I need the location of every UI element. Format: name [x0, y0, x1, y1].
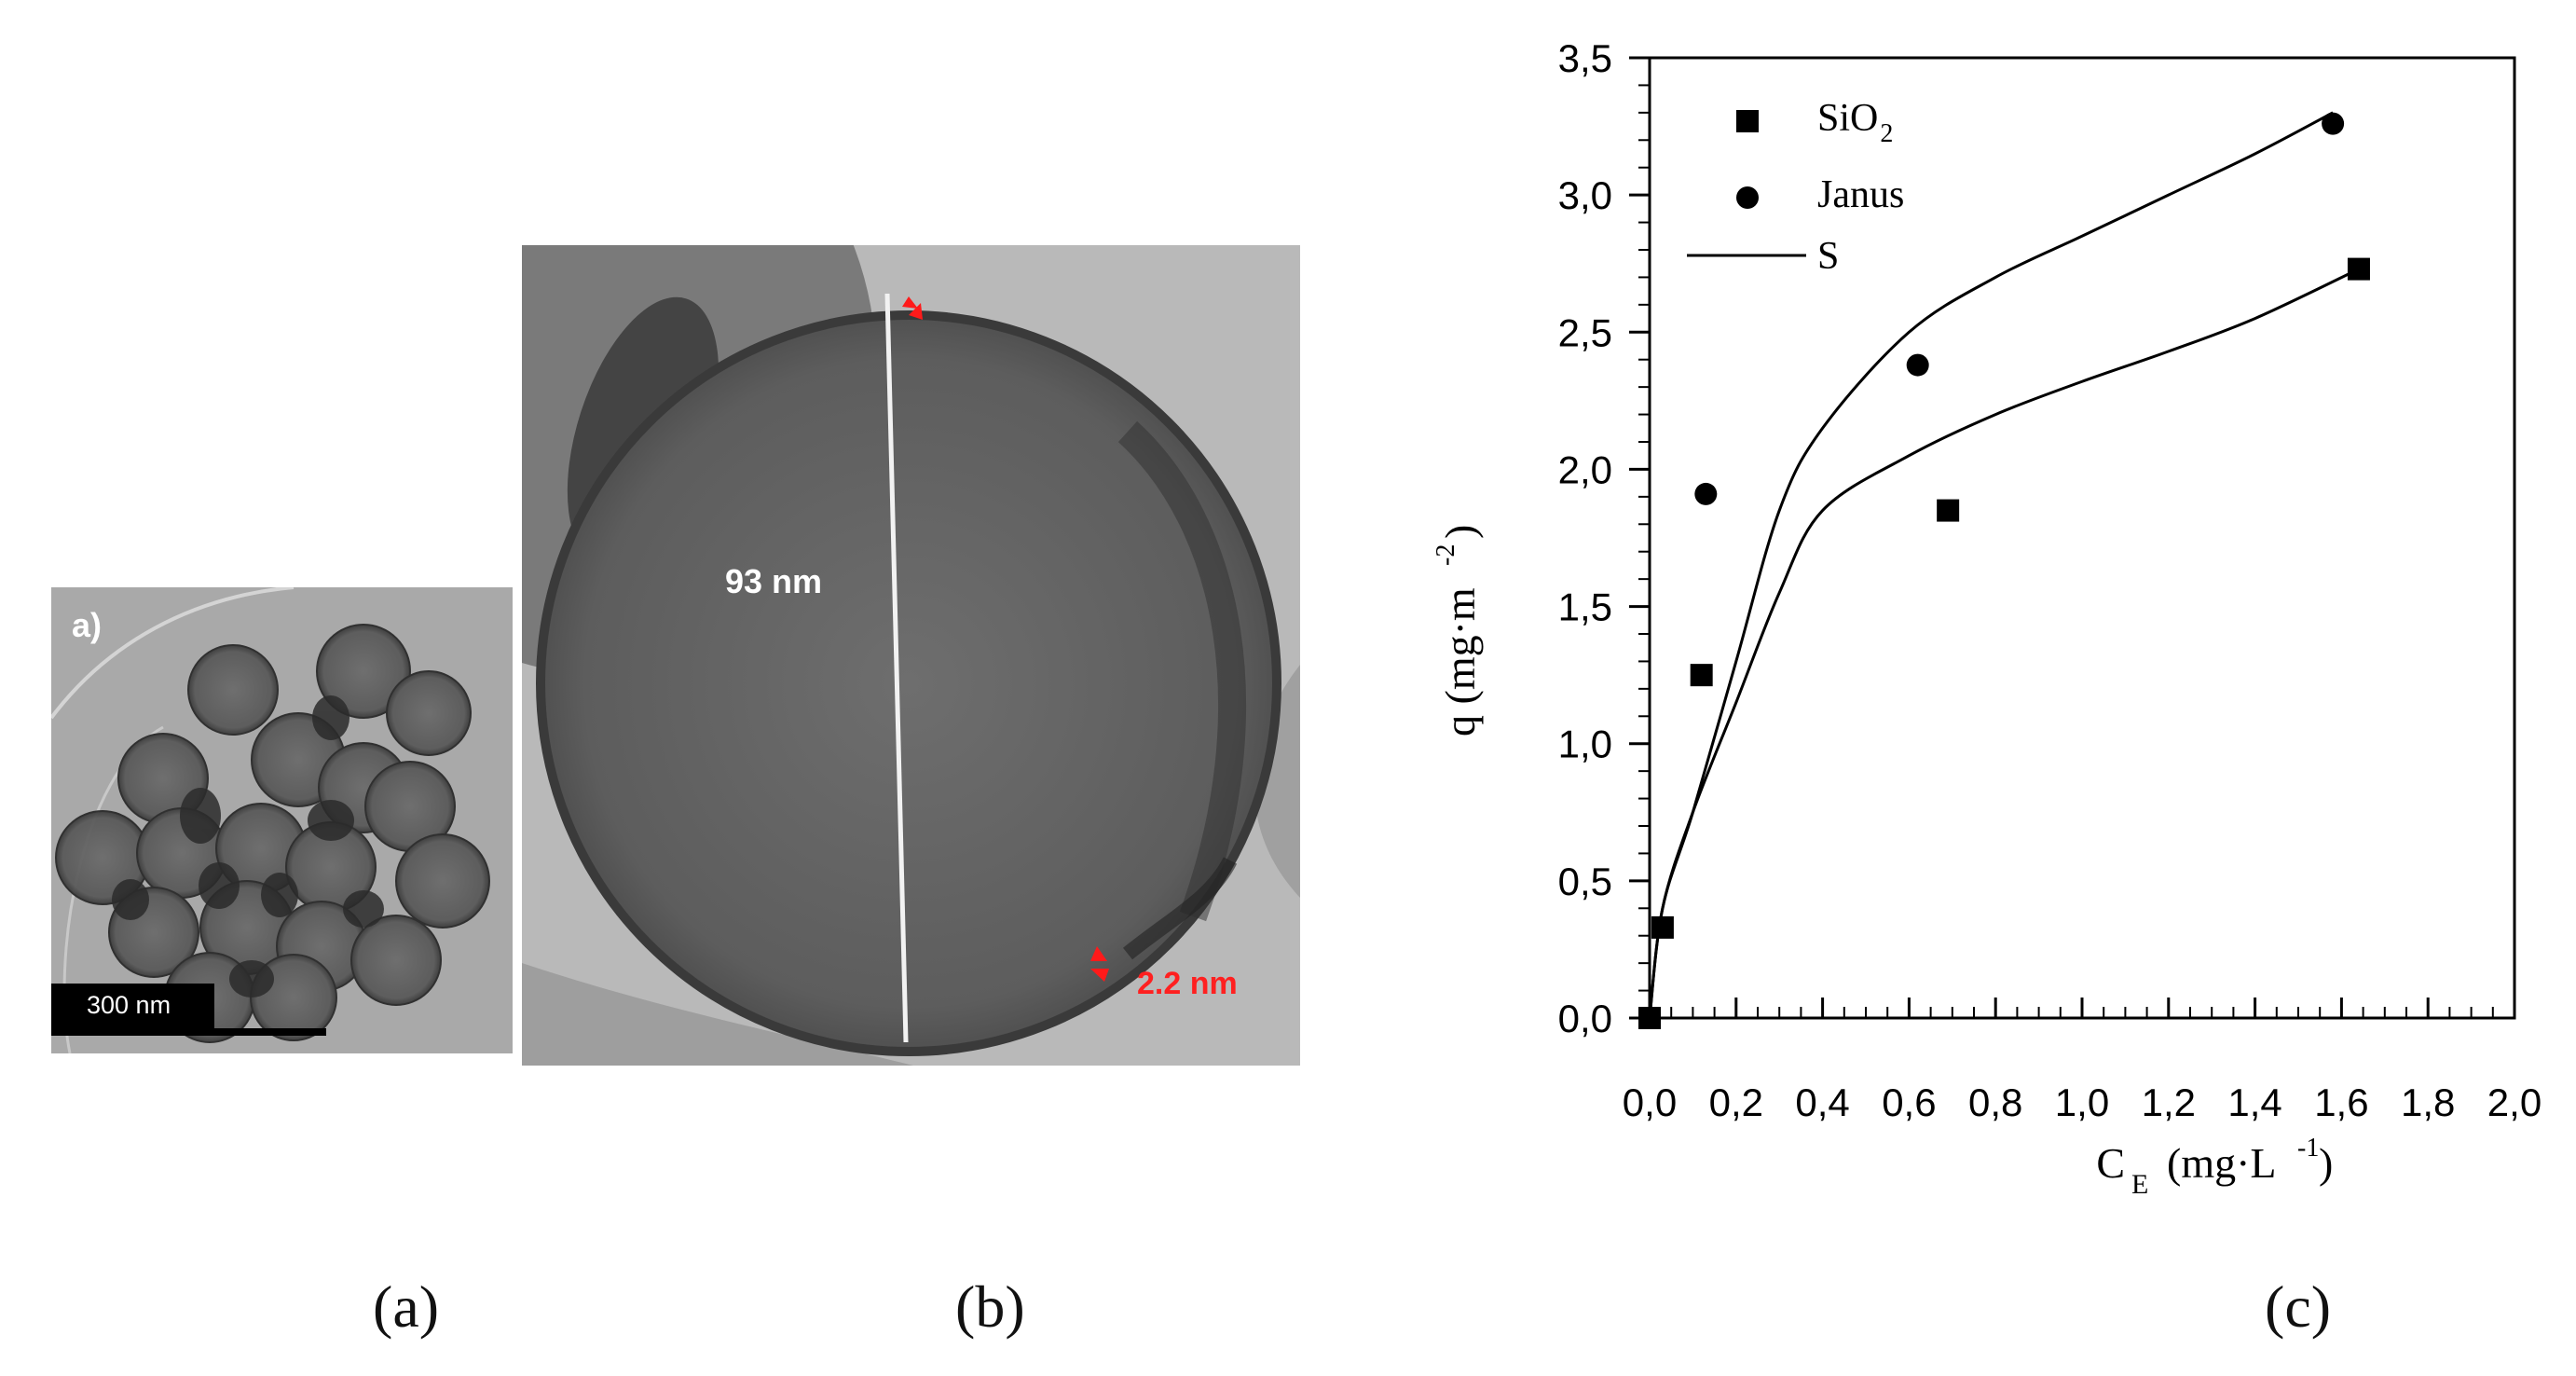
legend-square-marker — [1736, 110, 1759, 132]
x-axis-label-close: ) — [2319, 1139, 2333, 1187]
y-axis-label-main: q (mg·m — [1436, 587, 1484, 736]
x-tick-label: 2,0 — [2487, 1080, 2542, 1124]
sio2-point — [2347, 257, 2370, 281]
y-tick-label: 3,0 — [1558, 173, 1612, 217]
shell-thickness-label: 2.2 nm — [1137, 966, 1238, 1001]
fit-curves — [1648, 111, 2360, 1019]
x-tick-label: 0,8 — [1968, 1080, 2022, 1124]
caption-a: (a) — [373, 1273, 440, 1340]
x-tick-label: 0,4 — [1795, 1080, 1849, 1124]
fit-curve-2 — [1648, 268, 2360, 1019]
janus-point — [1906, 353, 1929, 377]
sio2-point — [1937, 499, 1960, 522]
y-tick-label: 2,0 — [1558, 447, 1612, 491]
plot-frame — [1648, 56, 2516, 1020]
x-tick-label: 1,4 — [2227, 1080, 2281, 1124]
y-tick-label: 0,0 — [1558, 997, 1612, 1040]
diameter-label: 93 nm — [725, 562, 823, 600]
sio2-point — [1638, 1007, 1661, 1029]
y-axis-label-exp: -2 — [1432, 544, 1460, 566]
scale-bar-label: 300 nm — [87, 991, 171, 1019]
adsorption-isotherm-chart: 0,0 0,2 0,4 0,6 0,8 1,0 1,2 1,4 1,6 1,8 2,0 0,0 0,5 1… — [1432, 36, 2542, 1200]
x-tick-label: 0,2 — [1709, 1080, 1763, 1124]
data-points — [1638, 112, 2370, 1029]
x-tick-label: 0,6 — [1882, 1080, 1936, 1124]
sio2-point — [1651, 915, 1674, 939]
x-axis-label-main: C — [2096, 1139, 2125, 1187]
x-tick-label: 1,2 — [2142, 1080, 2196, 1124]
janus-point — [1694, 482, 1718, 505]
y-tick-label: 0,5 — [1558, 860, 1612, 903]
legend-label: Janus — [1817, 173, 1904, 216]
y-tick-label: 2,5 — [1558, 310, 1612, 354]
panel-a-label: a) — [72, 606, 103, 644]
sio2-point — [1690, 664, 1713, 687]
chart-axes — [1648, 56, 2516, 1020]
x-tick-label: 1,8 — [2401, 1080, 2455, 1124]
legend-circle-marker — [1736, 186, 1759, 209]
x-tick-label: 0,0 — [1623, 1080, 1677, 1124]
tem-image-b: 93 nm 2.2 nm — [522, 245, 1300, 1066]
legend-label-subscript: 2 — [1880, 119, 1893, 148]
chart-ticks: 0,0 0,2 0,4 0,6 0,8 1,0 1,2 1,4 1,6 1,8 2,0 0,0 0,5 1… — [1558, 36, 2542, 1124]
tem-a-drawing — [51, 587, 513, 1053]
y-tick-label: 3,5 — [1558, 36, 1612, 80]
legend-label: S — [1817, 235, 1839, 278]
x-axis-label-exp: -1 — [2297, 1134, 2319, 1163]
chart-legend: SiO 2 Janus S — [1687, 97, 1904, 278]
janus-point — [2322, 112, 2345, 135]
caption-c: (c) — [2265, 1273, 2332, 1340]
x-tick-label: 1,0 — [2055, 1080, 2109, 1124]
caption-b: (b) — [955, 1273, 1025, 1340]
fit-curve-1 — [1648, 111, 2334, 1019]
y-tick-label: 1,0 — [1558, 722, 1612, 766]
x-axis-label-unit: (mg·L — [2167, 1139, 2277, 1187]
x-axis-label-sub: E — [2131, 1169, 2148, 1200]
x-tick-label: 1,6 — [2314, 1080, 2368, 1124]
y-axis-label-close: ) — [1436, 525, 1484, 539]
tem-image-a: a) 300 nm — [51, 587, 513, 1053]
legend-label: SiO — [1817, 97, 1878, 140]
tem-b-drawing — [522, 245, 1300, 1066]
y-tick-label: 1,5 — [1558, 585, 1612, 629]
